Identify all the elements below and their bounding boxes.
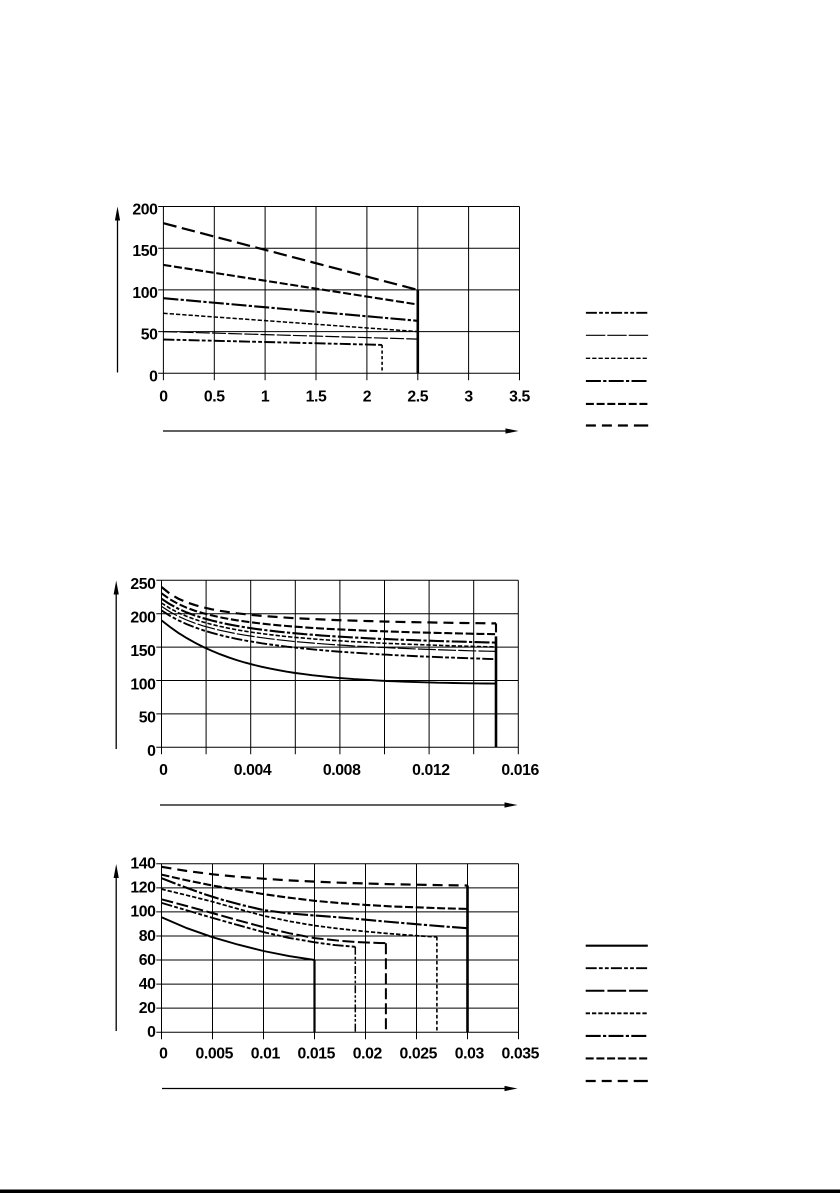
svg-text:150: 150 [132, 243, 158, 260]
svg-text:200: 200 [132, 202, 158, 219]
svg-text:100: 100 [130, 904, 156, 921]
svg-text:140: 140 [130, 856, 156, 873]
svg-text:100: 100 [132, 285, 158, 302]
svg-text:0: 0 [147, 1024, 156, 1041]
svg-text:80: 80 [139, 928, 156, 945]
svg-text:0: 0 [149, 368, 158, 385]
svg-text:50: 50 [139, 710, 156, 727]
svg-text:40: 40 [139, 976, 156, 993]
svg-text:0.035: 0.035 [502, 1046, 540, 1063]
svg-text:0: 0 [159, 762, 168, 779]
svg-text:0.008: 0.008 [323, 762, 361, 779]
svg-text:200: 200 [130, 610, 156, 627]
svg-text:0.5: 0.5 [204, 389, 225, 406]
svg-text:250: 250 [130, 576, 156, 593]
svg-text:0.01: 0.01 [251, 1046, 281, 1063]
svg-text:2.5: 2.5 [407, 389, 428, 406]
svg-text:0.015: 0.015 [298, 1046, 336, 1063]
svg-text:0: 0 [147, 743, 156, 760]
svg-text:0.012: 0.012 [412, 762, 450, 779]
svg-text:0.025: 0.025 [400, 1046, 438, 1063]
svg-text:100: 100 [130, 676, 156, 693]
svg-text:3: 3 [464, 389, 473, 406]
svg-text:0.004: 0.004 [234, 762, 272, 779]
svg-text:0: 0 [159, 389, 168, 406]
svg-text:3.5: 3.5 [509, 389, 530, 406]
svg-text:0: 0 [159, 1046, 168, 1063]
svg-text:150: 150 [130, 643, 156, 660]
svg-text:50: 50 [141, 327, 158, 344]
svg-text:2: 2 [363, 389, 372, 406]
svg-text:0.02: 0.02 [353, 1046, 383, 1063]
svg-text:60: 60 [139, 952, 156, 969]
svg-text:120: 120 [130, 880, 156, 897]
svg-text:20: 20 [139, 1000, 156, 1017]
svg-text:1: 1 [261, 389, 270, 406]
svg-text:1.5: 1.5 [306, 389, 327, 406]
svg-text:0.005: 0.005 [196, 1046, 234, 1063]
svg-text:0.03: 0.03 [455, 1046, 485, 1063]
svg-text:0.016: 0.016 [501, 762, 539, 779]
